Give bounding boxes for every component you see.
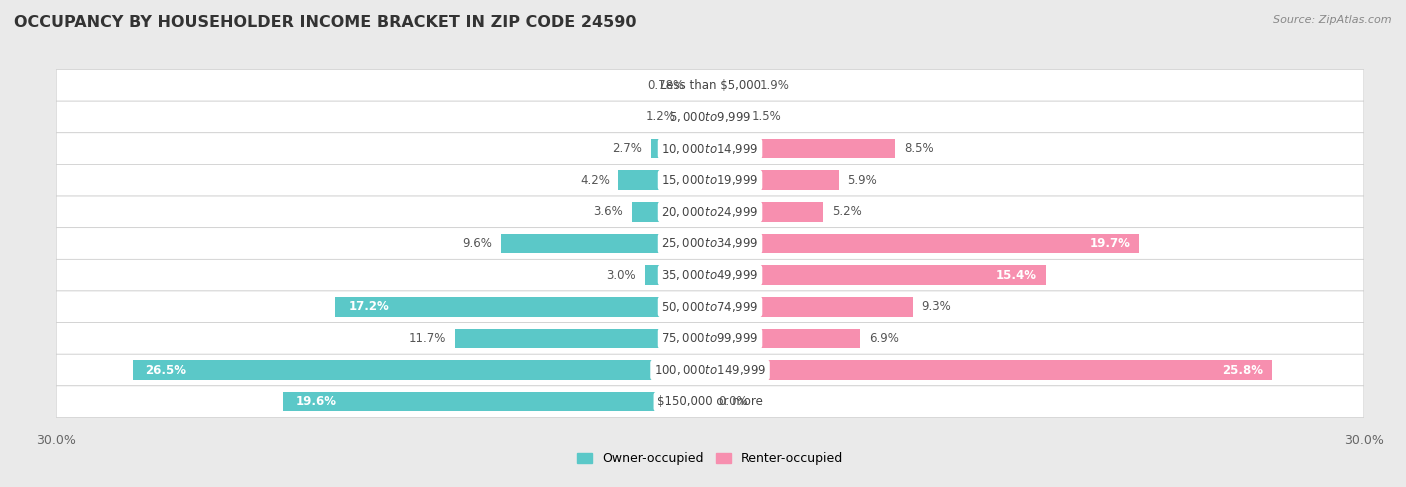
Text: $25,000 to $34,999: $25,000 to $34,999 [661, 237, 759, 250]
Text: 5.9%: 5.9% [848, 174, 877, 187]
Bar [710, 107, 742, 127]
Text: 25.8%: 25.8% [1223, 363, 1264, 376]
Text: 4.2%: 4.2% [579, 174, 610, 187]
Text: 1.9%: 1.9% [761, 79, 790, 92]
Text: 6.9%: 6.9% [869, 332, 898, 345]
Text: OCCUPANCY BY HOUSEHOLDER INCOME BRACKET IN ZIP CODE 24590: OCCUPANCY BY HOUSEHOLDER INCOME BRACKET … [14, 15, 637, 30]
Text: 11.7%: 11.7% [409, 332, 446, 345]
Text: $5,000 to $9,999: $5,000 to $9,999 [669, 110, 751, 124]
Text: $50,000 to $74,999: $50,000 to $74,999 [661, 300, 759, 314]
FancyBboxPatch shape [56, 228, 1364, 259]
Text: $15,000 to $19,999: $15,000 to $19,999 [661, 173, 759, 187]
Bar [710, 202, 824, 222]
Bar [501, 234, 710, 253]
Text: 3.6%: 3.6% [593, 206, 623, 218]
Text: $150,000 or more: $150,000 or more [657, 395, 763, 408]
Bar [683, 107, 710, 127]
Bar [710, 360, 1272, 380]
Text: 19.7%: 19.7% [1090, 237, 1130, 250]
Text: 15.4%: 15.4% [995, 269, 1038, 281]
FancyBboxPatch shape [56, 133, 1364, 165]
Bar [710, 329, 860, 348]
FancyBboxPatch shape [56, 291, 1364, 322]
Bar [283, 392, 710, 412]
FancyBboxPatch shape [56, 101, 1364, 133]
FancyBboxPatch shape [56, 259, 1364, 291]
Bar [710, 297, 912, 317]
Text: Less than $5,000: Less than $5,000 [659, 79, 761, 92]
Text: $10,000 to $14,999: $10,000 to $14,999 [661, 142, 759, 156]
Bar [619, 170, 710, 190]
Text: 26.5%: 26.5% [146, 363, 187, 376]
FancyBboxPatch shape [56, 322, 1364, 354]
Bar [710, 75, 751, 95]
Bar [693, 75, 710, 95]
Bar [631, 202, 710, 222]
Legend: Owner-occupied, Renter-occupied: Owner-occupied, Renter-occupied [572, 448, 848, 470]
FancyBboxPatch shape [56, 354, 1364, 386]
Text: 5.2%: 5.2% [832, 206, 862, 218]
Text: 9.6%: 9.6% [463, 237, 492, 250]
Text: $100,000 to $149,999: $100,000 to $149,999 [654, 363, 766, 377]
Text: 8.5%: 8.5% [904, 142, 934, 155]
Bar [710, 139, 896, 158]
Bar [335, 297, 710, 317]
Text: 2.7%: 2.7% [613, 142, 643, 155]
Text: 17.2%: 17.2% [349, 300, 389, 313]
Text: Source: ZipAtlas.com: Source: ZipAtlas.com [1274, 15, 1392, 25]
Text: 3.0%: 3.0% [606, 269, 636, 281]
Text: 0.78%: 0.78% [647, 79, 685, 92]
FancyBboxPatch shape [56, 196, 1364, 228]
Text: 0.0%: 0.0% [718, 395, 748, 408]
Bar [710, 265, 1046, 285]
FancyBboxPatch shape [56, 70, 1364, 101]
Bar [132, 360, 710, 380]
Text: 1.5%: 1.5% [751, 111, 782, 124]
Text: $35,000 to $49,999: $35,000 to $49,999 [661, 268, 759, 282]
Bar [710, 234, 1139, 253]
Bar [456, 329, 710, 348]
FancyBboxPatch shape [56, 386, 1364, 417]
Bar [710, 170, 838, 190]
Text: $20,000 to $24,999: $20,000 to $24,999 [661, 205, 759, 219]
Text: 19.6%: 19.6% [295, 395, 337, 408]
FancyBboxPatch shape [56, 165, 1364, 196]
Text: 1.2%: 1.2% [645, 111, 675, 124]
Text: 9.3%: 9.3% [921, 300, 952, 313]
Bar [644, 265, 710, 285]
Bar [651, 139, 710, 158]
Text: $75,000 to $99,999: $75,000 to $99,999 [661, 331, 759, 345]
